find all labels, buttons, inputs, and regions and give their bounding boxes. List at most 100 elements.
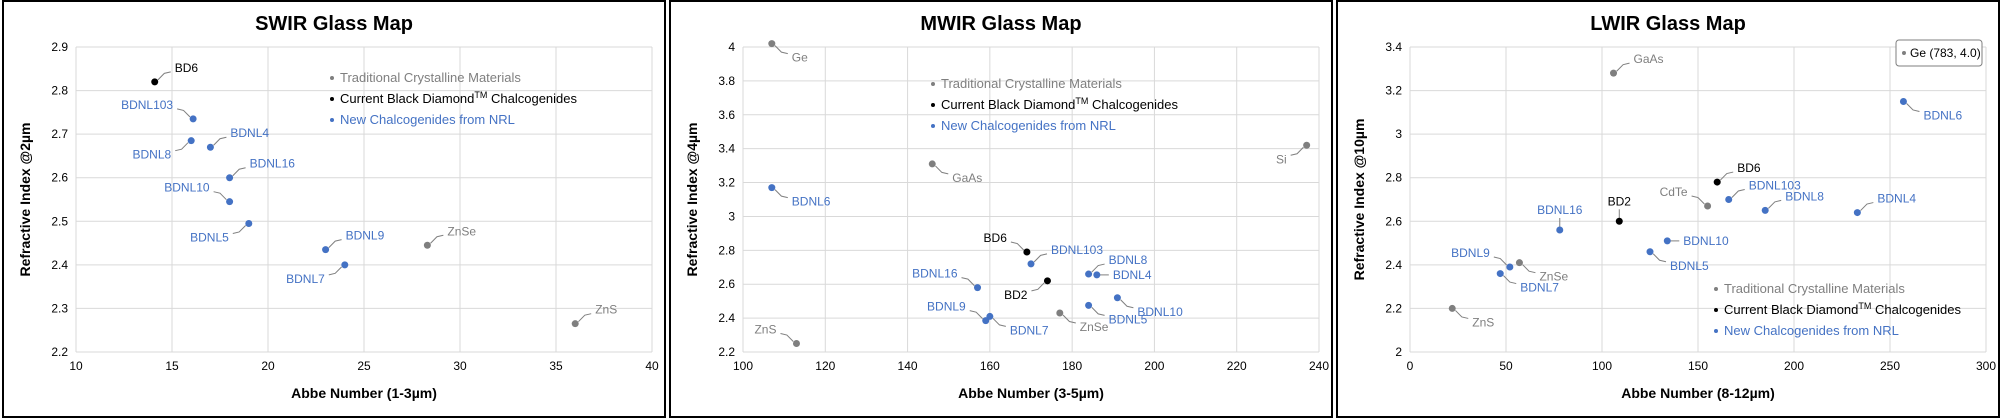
y-tick-label: 2.8 <box>1385 171 1402 185</box>
legend-label: Current Black Diamond <box>1724 302 1858 317</box>
legend: Traditional Crystalline Materials Current… <box>1714 281 1962 338</box>
leader-line <box>969 310 983 320</box>
x-tick-label: 10 <box>69 359 83 373</box>
point-label: BDNL103 <box>1051 243 1103 257</box>
x-axis-label: Abbe Number (8-12µm) <box>1621 385 1775 401</box>
data-point: BDNL6 <box>768 184 831 209</box>
point-label: BDNL16 <box>1537 203 1583 217</box>
data-point: BD6 <box>984 231 1031 256</box>
data-point: BDNL6 <box>1899 97 1962 122</box>
leader-line <box>578 313 592 323</box>
leader-line <box>1091 263 1105 273</box>
y-axis-label: Refractive Index @2µm <box>17 123 33 277</box>
x-axis-label: Abbe Number (1-3µm) <box>291 385 437 401</box>
annotation-box: Ge (783, 4.0) <box>1895 39 1983 67</box>
leader-line <box>328 239 342 248</box>
chart-title: MWIR Glass Map <box>920 13 1081 35</box>
point-label: BDNL4 <box>1113 268 1152 282</box>
swir-glass-map-chart: SWIR Glass Map 2.2 2.3 2.4 2.5 2.6 2.7 2.8 2.9 10… <box>2 0 666 418</box>
data-point: ZnS <box>1448 304 1494 329</box>
x-tick-label: 40 <box>645 359 659 373</box>
point-label: BDNL8 <box>133 148 172 162</box>
point-label: BDNL5 <box>1109 312 1148 326</box>
annotation-bullet <box>1902 51 1906 55</box>
point-label: ZnS <box>754 323 776 337</box>
y-tick-label: 2.2 <box>1385 301 1402 315</box>
y-tick-label: 2.9 <box>51 40 68 54</box>
leader-line <box>1493 256 1507 266</box>
x-tick-label: 30 <box>453 359 467 373</box>
leader-line <box>232 225 246 234</box>
legend-label: Traditional Crystalline Materials <box>941 76 1122 91</box>
y-tick-label: 2.7 <box>51 127 68 141</box>
point-label: BDNL6 <box>792 195 831 209</box>
point-marker <box>768 40 776 48</box>
x-tick-label: 15 <box>165 359 179 373</box>
x-tick-label: 220 <box>1227 359 1247 373</box>
legend-superscript: TM <box>1075 96 1088 106</box>
point-label: BDNL6 <box>1923 108 1962 122</box>
point-label: BDNL7 <box>1520 281 1559 295</box>
annotation-frame <box>1895 39 1983 67</box>
annotation-text: Ge (783, 4.0) <box>1910 46 1981 60</box>
x-tick-label: 160 <box>980 359 1000 373</box>
point-label: BDNL10 <box>1137 305 1183 319</box>
point-marker <box>1610 69 1618 77</box>
point-label: ZnSe <box>1080 320 1109 334</box>
x-tick-label: 120 <box>815 359 835 373</box>
x-tick-label: 200 <box>1144 359 1164 373</box>
leader-line <box>430 234 444 244</box>
point-marker <box>1646 248 1654 256</box>
data-point: BDNL5 <box>190 219 253 244</box>
point-label: BDNL8 <box>1785 189 1824 203</box>
y-tick-label: 3.2 <box>718 176 735 190</box>
legend-label: New Chalcogenides from NRL <box>1724 323 1899 338</box>
leader-line <box>992 318 1006 327</box>
leader-line <box>780 333 794 342</box>
leader-line <box>1768 199 1782 209</box>
point-marker <box>341 261 349 269</box>
data-point: GaAs <box>928 160 982 185</box>
point-label: BDNL4 <box>230 126 269 140</box>
y-tick-label: 2.4 <box>1385 258 1402 272</box>
x-tick-label: 35 <box>549 359 563 373</box>
point-marker <box>1056 309 1064 317</box>
point-label: BDNL4 <box>1877 192 1916 206</box>
point-marker <box>1899 97 1907 105</box>
leader-line <box>774 189 788 199</box>
point-marker <box>1303 141 1311 149</box>
point-label: ZnS <box>595 303 617 317</box>
point-marker <box>187 137 195 145</box>
point-marker <box>1085 270 1093 278</box>
point-label: ZnS <box>1472 315 1494 329</box>
x-tick-label: 25 <box>357 359 371 373</box>
y-tick-label: 2.6 <box>1385 214 1402 228</box>
y-tick-label: 2.8 <box>718 243 735 257</box>
chart-frame <box>2 0 666 418</box>
data-point: Ge <box>768 40 808 65</box>
point-marker <box>1853 209 1861 217</box>
point-marker <box>226 198 234 206</box>
y-tick-label: 3 <box>728 209 735 223</box>
legend: Traditional Crystalline Materials Current… <box>931 76 1179 133</box>
point-label: BDNL9 <box>1451 246 1490 260</box>
data-point: BDNL4 <box>1093 268 1152 282</box>
data-point: BDNL8 <box>1761 189 1824 214</box>
point-marker <box>1556 226 1564 234</box>
y-tick-label: 4 <box>728 40 735 54</box>
point-label: BDNL8 <box>1109 253 1148 267</box>
legend-bullet <box>330 118 334 122</box>
x-tick-label: 150 <box>1688 359 1708 373</box>
leader-line <box>1091 307 1105 316</box>
legend-bullet <box>1714 287 1718 291</box>
y-tick-label: 3 <box>1395 127 1402 141</box>
y-tick-label: 2.6 <box>718 277 735 291</box>
leader-line <box>1120 299 1134 309</box>
point-label: Si <box>1276 152 1287 166</box>
legend-label: Current Black Diamond <box>941 97 1075 112</box>
leader-line <box>774 45 788 55</box>
point-label: BD2 <box>1608 194 1632 208</box>
legend-superscript: TM <box>1858 301 1871 311</box>
legend-bullet <box>330 97 334 101</box>
point-marker <box>1761 206 1769 214</box>
